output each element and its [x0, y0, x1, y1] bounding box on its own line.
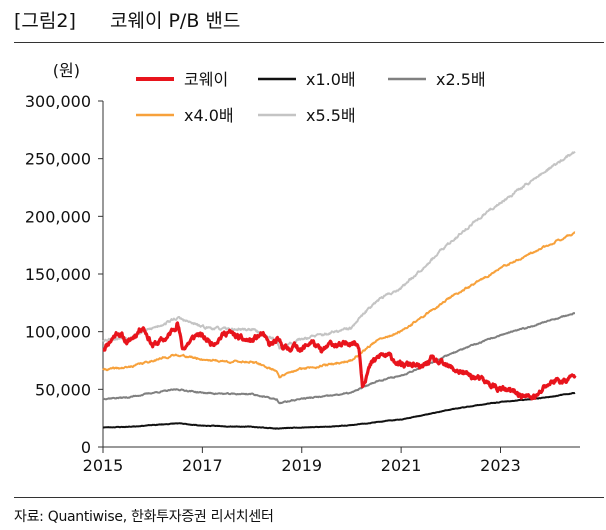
series-line-0: [102, 321, 577, 401]
y-axis-unit: (원): [53, 61, 80, 80]
legend: 코웨이 x1.0배 x2.5배 x4.0배 x5.5배: [136, 70, 486, 125]
x-tick-label: 2021: [381, 456, 422, 475]
y-tick-label: 200,000: [25, 207, 91, 226]
legend-label: 코웨이: [184, 70, 228, 89]
x-tick-label: 2017: [182, 456, 223, 475]
x-tick-label: 2019: [281, 456, 322, 475]
series-line-1: [102, 391, 576, 430]
legend-label: x4.0배: [184, 106, 234, 125]
series-line-2: [102, 312, 576, 405]
figure-number: [그림2]: [14, 10, 76, 32]
legend-label: x5.5배: [306, 106, 356, 125]
footer-rule: [14, 497, 604, 498]
x-tick-label: 2023: [480, 456, 521, 475]
axes: 0 50,000 100,000 150,000 200,000 250,000 300,0…: [25, 61, 580, 475]
figure-header: [그림2] 코웨이 P/B 밴드: [0, 0, 606, 46]
y-tick-label: 300,000: [25, 92, 91, 111]
legend-label: x2.5배: [436, 70, 486, 89]
y-tick-label: 50,000: [35, 380, 91, 399]
y-tick-label: 250,000: [25, 150, 91, 169]
series-lines: [102, 150, 577, 430]
y-tick-label: 0: [81, 438, 91, 457]
x-tick-label: 2015: [83, 456, 124, 475]
series-line-3: [102, 231, 576, 379]
series-line-4: [102, 150, 576, 350]
legend-label: x1.0배: [306, 70, 356, 89]
header-rule: [14, 42, 604, 43]
figure-title: 코웨이 P/B 밴드: [110, 10, 241, 32]
y-tick-label: 150,000: [25, 265, 91, 284]
source-note: 자료: Quantiwise, 한화투자증권 리서치센터: [14, 509, 274, 525]
y-tick-label: 100,000: [25, 323, 91, 342]
